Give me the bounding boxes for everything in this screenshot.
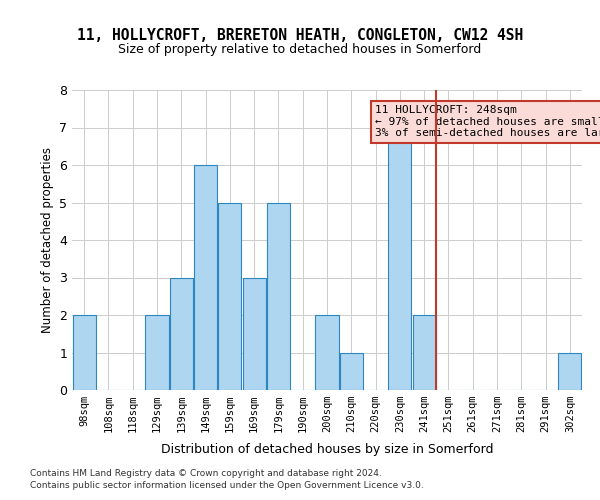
Y-axis label: Number of detached properties: Number of detached properties (41, 147, 53, 333)
X-axis label: Distribution of detached houses by size in Somerford: Distribution of detached houses by size … (161, 444, 493, 456)
Text: 11 HOLLYCROFT: 248sqm
← 97% of detached houses are smaller (37)
3% of semi-detac: 11 HOLLYCROFT: 248sqm ← 97% of detached … (376, 105, 600, 138)
Text: Size of property relative to detached houses in Somerford: Size of property relative to detached ho… (118, 42, 482, 56)
Bar (340, 352, 363, 390)
Bar (559, 352, 581, 390)
Bar (170, 278, 193, 390)
Bar (413, 315, 436, 390)
Bar (267, 202, 290, 390)
Bar (388, 128, 412, 390)
Bar (316, 315, 338, 390)
Bar (194, 165, 217, 390)
Bar (73, 315, 95, 390)
Text: 11, HOLLYCROFT, BRERETON HEATH, CONGLETON, CW12 4SH: 11, HOLLYCROFT, BRERETON HEATH, CONGLETO… (77, 28, 523, 42)
Text: Contains HM Land Registry data © Crown copyright and database right 2024.: Contains HM Land Registry data © Crown c… (30, 468, 382, 477)
Text: Contains public sector information licensed under the Open Government Licence v3: Contains public sector information licen… (30, 481, 424, 490)
Bar (145, 315, 169, 390)
Bar (218, 202, 241, 390)
Bar (242, 278, 266, 390)
